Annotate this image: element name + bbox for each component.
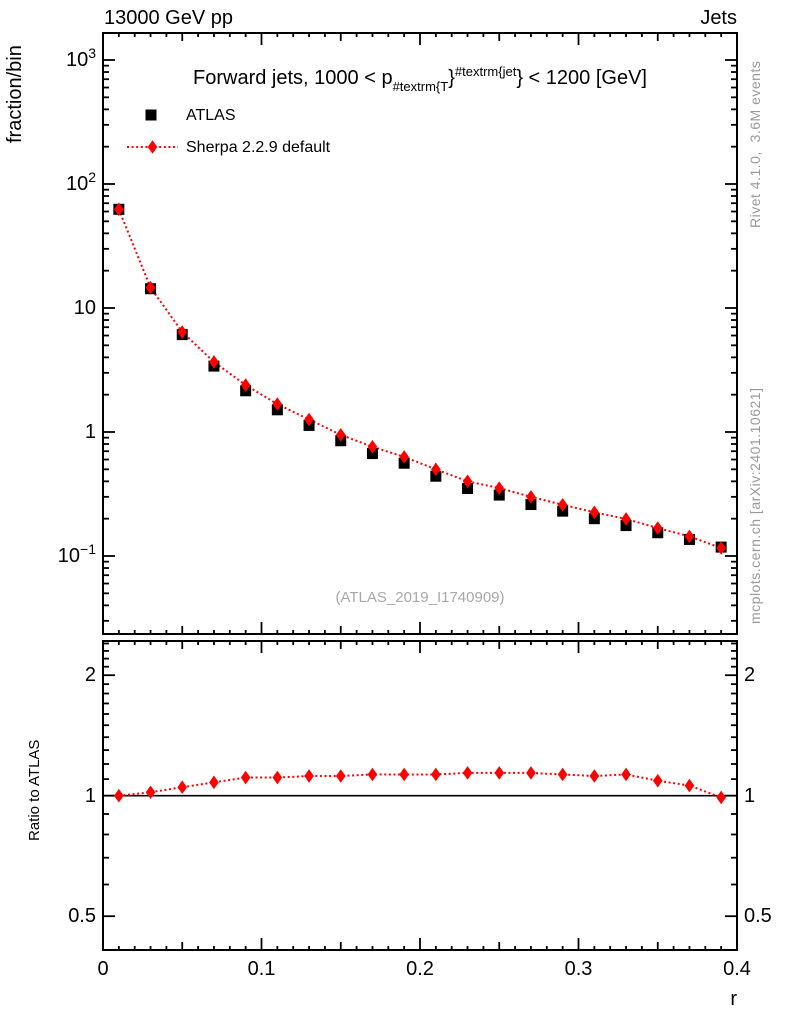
data-point-sherpa-ratio (684, 778, 695, 793)
y-axis-title: fraction/bin (4, 45, 26, 143)
data-point-sherpa (145, 280, 156, 295)
y-tick-label: 10−1 (28, 541, 96, 570)
data-point-sherpa-ratio (494, 766, 505, 780)
data-point-sherpa (367, 439, 378, 454)
data-point-sherpa-ratio (716, 790, 726, 805)
beam-title: 13000 GeV pp (104, 7, 233, 29)
data-point-sherpa-ratio (431, 767, 441, 782)
title-part-sup: #textrm{jet (454, 64, 517, 79)
mc-line-main (117, 208, 722, 549)
data-point-sherpa-ratio (621, 767, 631, 782)
analysis-group-title: Jets (700, 7, 737, 29)
data-point-sherpa (684, 529, 695, 544)
data-point-sherpa-ratio (526, 766, 536, 780)
legend-marker-sherpa (147, 140, 158, 154)
title-part-normal: Forward jets, 1000 < p (193, 67, 393, 89)
y-tick-label: 102 (28, 169, 96, 198)
y-tick-exponent: 2 (88, 169, 96, 185)
data-point-sherpa-ratio (367, 767, 378, 782)
data-point-sherpa (652, 521, 663, 535)
data-point-sherpa (557, 497, 568, 512)
data-point-sherpa-ratio (209, 775, 219, 790)
y-tick-base: 10 (73, 297, 96, 319)
y-tick-label: 10 (28, 295, 96, 321)
title-part-sub: #textrm{T (392, 79, 449, 94)
data-point-sherpa-ratio (114, 788, 124, 803)
ratio-tick-label-left: 0.5 (68, 905, 96, 928)
ratio-tick-label-right: 2 (744, 664, 756, 687)
data-point-sherpa (494, 481, 505, 495)
y-tick-base: 10 (65, 173, 89, 195)
data-point-sherpa-ratio (399, 767, 409, 782)
data-point-atlas (525, 499, 537, 511)
data-point-sherpa-ratio (272, 770, 283, 785)
mcplots-reference-note: mcplots.cern.ch [arXiv:2401.10621] (747, 387, 763, 625)
analysis-id-watermark: (ATLAS_2019_I1740909) (335, 589, 505, 606)
data-point-sherpa-ratio (557, 767, 568, 782)
observable-title: Forward jets, 1000 < p#textrm{T}#textrm{… (103, 64, 737, 94)
data-point-sherpa-ratio (240, 770, 251, 785)
x-tick-label: 0.2 (406, 958, 434, 980)
x-tick-label: 0 (97, 958, 109, 980)
data-point-sherpa (304, 412, 314, 427)
ratio-tick-label-left: 1 (84, 784, 96, 807)
data-point-sherpa (526, 490, 536, 504)
x-axis-title: r (730, 988, 737, 1010)
data-point-sherpa (240, 378, 251, 392)
data-point-sherpa (589, 505, 600, 520)
legend-marker-atlas (145, 109, 157, 121)
data-point-sherpa-ratio (462, 766, 473, 780)
data-point-sherpa (114, 202, 124, 217)
legend-item-label: ATLAS (186, 107, 236, 124)
data-point-sherpa (621, 512, 631, 526)
data-point-sherpa (462, 474, 473, 489)
rivet-version-note: Rivet 4.1.0, 3.6M events (747, 60, 763, 228)
ratio-tick-label-left: 2 (84, 664, 96, 687)
mc-line-ratio (118, 771, 722, 799)
data-point-sherpa (209, 355, 219, 369)
data-point-sherpa (335, 427, 346, 442)
ratio-tick-label-right: 0.5 (744, 905, 772, 928)
data-point-sherpa (272, 397, 283, 411)
y-tick-base: 10 (65, 49, 89, 71)
data-point-sherpa-ratio (652, 773, 663, 788)
y-tick-base: 10 (57, 545, 81, 567)
data-point-sherpa-ratio (177, 780, 188, 795)
data-point-sherpa (431, 462, 441, 477)
data-point-atlas (493, 489, 505, 501)
data-point-sherpa-ratio (335, 769, 346, 783)
data-point-sherpa (716, 541, 726, 555)
y-tick-exponent: −1 (80, 541, 96, 557)
data-point-atlas (430, 470, 442, 482)
y-tick-label: 103 (28, 45, 96, 74)
data-point-sherpa (177, 325, 188, 339)
x-tick-label: 0.4 (723, 958, 751, 980)
y-tick-exponent: 3 (88, 45, 96, 61)
x-tick-label: 0.1 (247, 958, 276, 980)
data-point-atlas (462, 483, 474, 495)
title-part-normal: } (448, 67, 455, 89)
data-point-sherpa (399, 450, 409, 464)
y-tick-base: 1 (84, 421, 96, 443)
title-part-normal: } (516, 67, 523, 89)
data-point-sherpa-ratio (304, 769, 314, 783)
title-part-normal: < 1200 [GeV] (523, 67, 647, 89)
y-tick-label: 1 (28, 419, 96, 445)
ratio-tick-label-right: 1 (744, 784, 756, 807)
x-tick-label: 0.3 (564, 958, 593, 980)
data-point-sherpa-ratio (589, 769, 600, 783)
data-point-sherpa-ratio (145, 785, 156, 800)
legend-item-label: Sherpa 2.2.9 default (186, 139, 331, 156)
